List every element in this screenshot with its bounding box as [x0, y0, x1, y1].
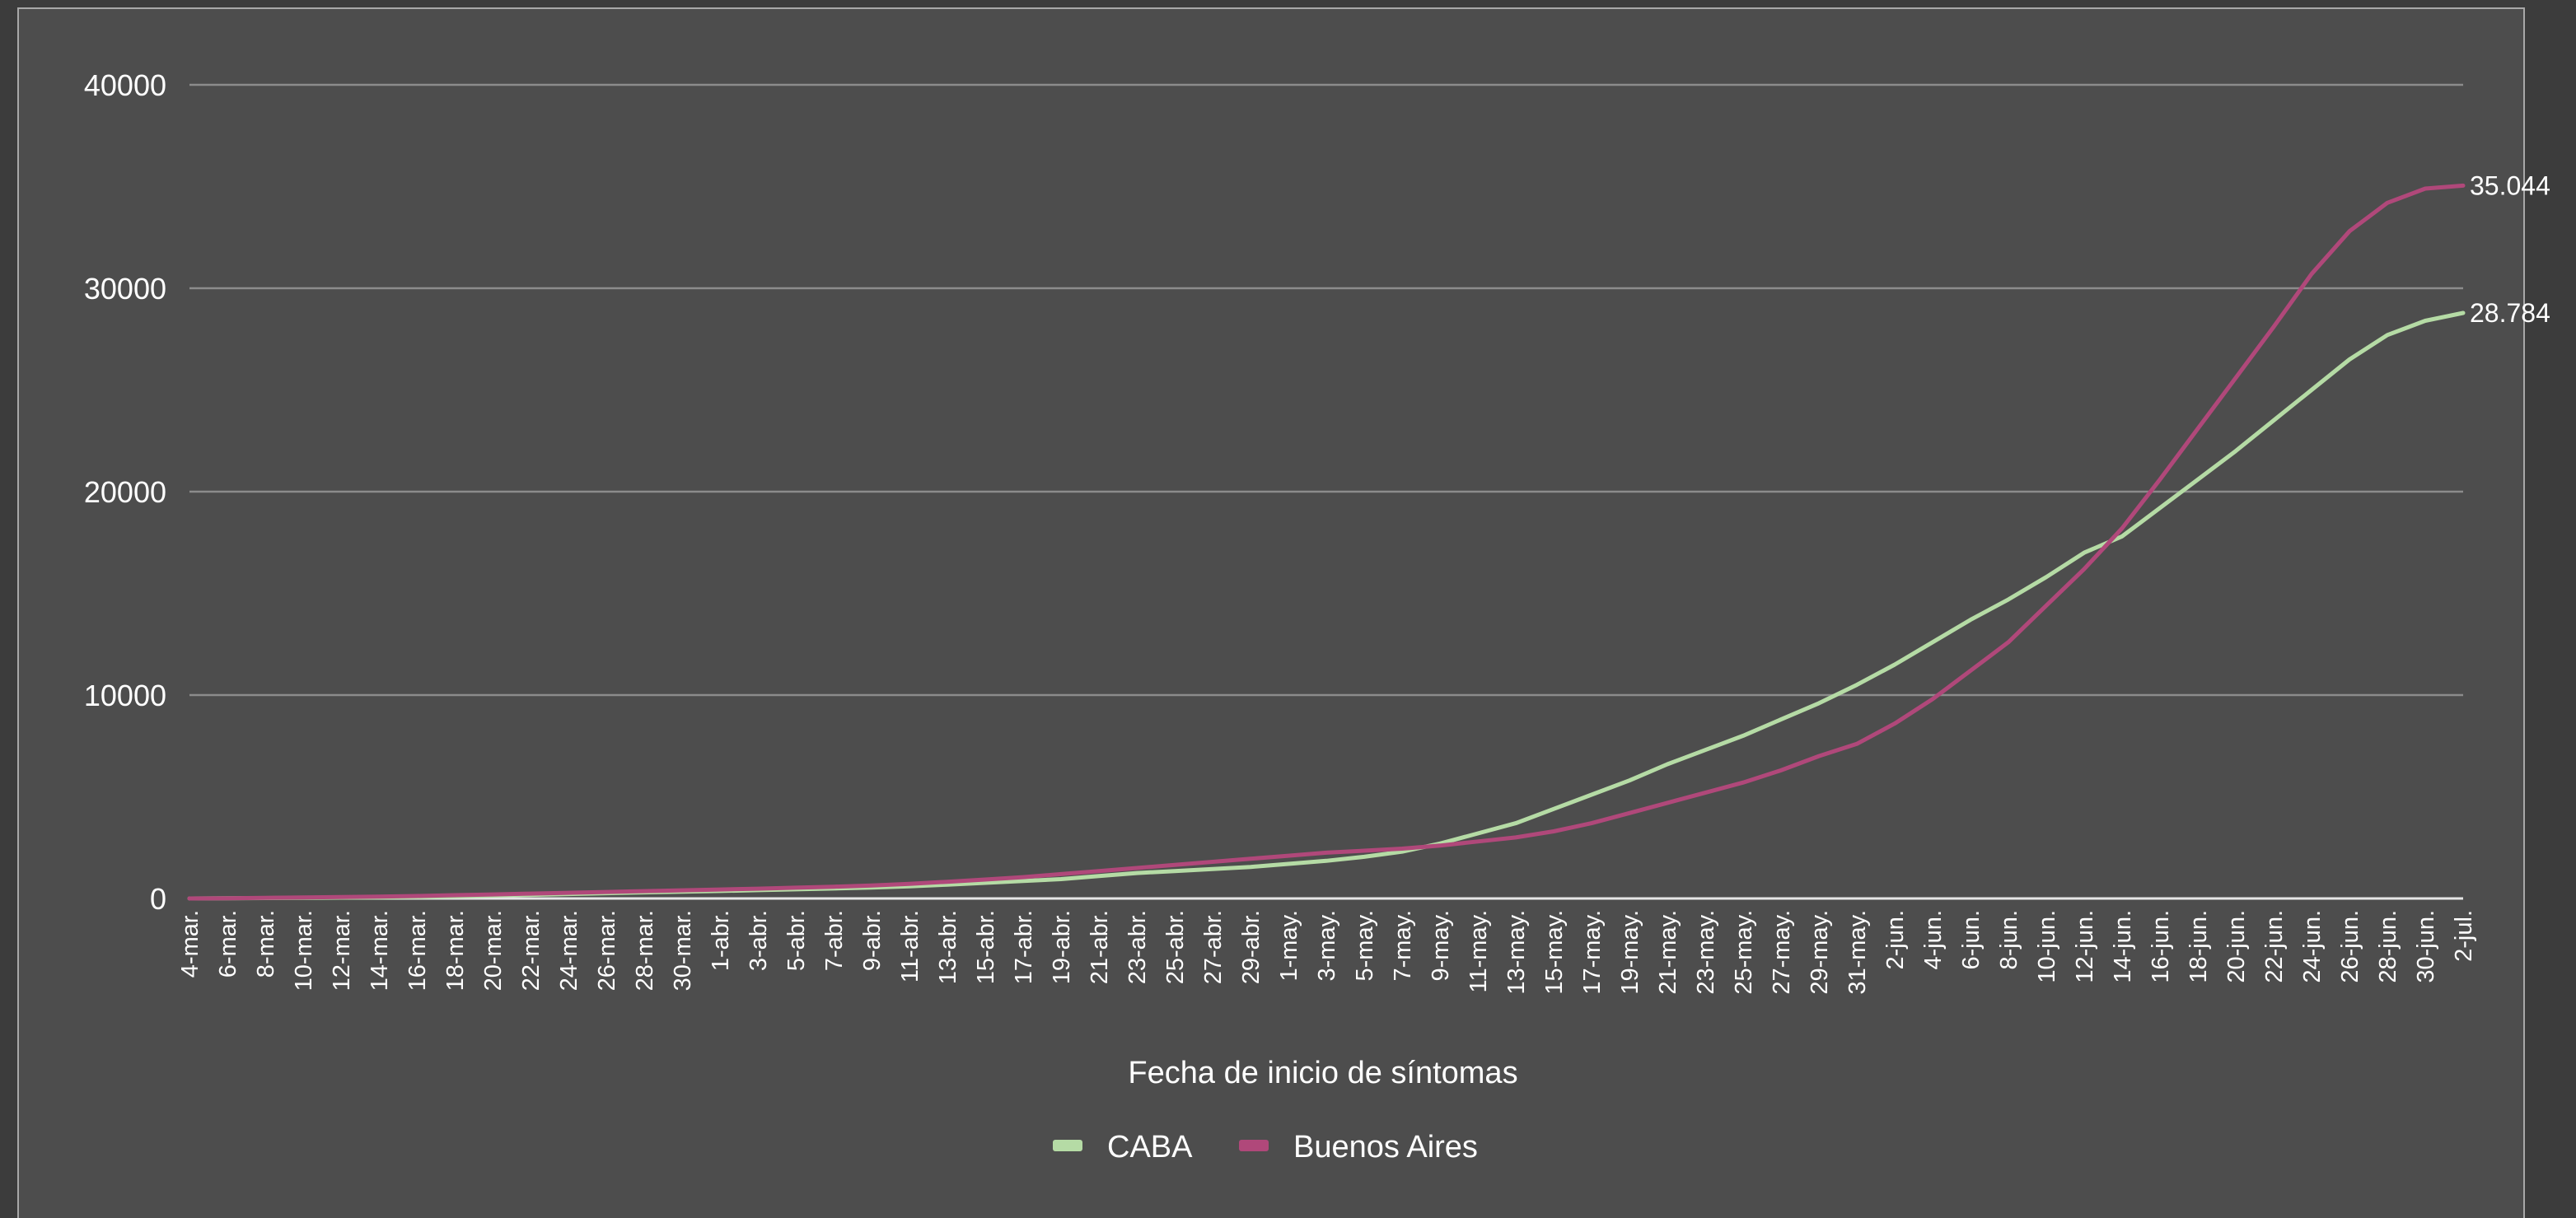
x-tick-label: 31-may.: [1844, 910, 1871, 995]
x-tick-label: 19-abr.: [1049, 910, 1075, 984]
x-tick-label: 15-may.: [1541, 910, 1568, 995]
x-tick-label: 20-mar.: [480, 910, 507, 991]
x-tick-label: 14-jun.: [2110, 910, 2136, 983]
end-value-label: 28.784: [2470, 298, 2550, 328]
x-tick-label: 18-jun.: [2186, 910, 2212, 983]
chart-frame: [17, 7, 2525, 1218]
x-tick-label: 2-jun.: [1882, 910, 1909, 970]
x-tick-label: 17-abr.: [1011, 910, 1037, 984]
legend-label: CABA: [1107, 1130, 1193, 1164]
x-tick-label: 15-abr.: [973, 910, 999, 984]
x-tick-label: 3-abr.: [746, 910, 772, 971]
legend-swatch: [1053, 1140, 1082, 1151]
legend-label: Buenos Aires: [1293, 1130, 1478, 1164]
gridlines: [189, 83, 2463, 900]
x-tick-label: 13-may.: [1503, 910, 1530, 995]
x-tick-label: 8-mar.: [253, 910, 279, 978]
x-tick-label: 26-jun.: [2337, 910, 2363, 983]
y-tick-label: 20000: [84, 475, 166, 509]
series-lines: [187, 183, 2466, 901]
x-tick-label: 6-mar.: [215, 910, 241, 978]
legend-swatch: [1239, 1140, 1269, 1151]
x-tick-label: 21-may.: [1655, 910, 1681, 995]
x-tick-label: 22-mar.: [518, 910, 545, 991]
x-tick-label: 29-may.: [1807, 910, 1833, 995]
x-tick-label: 23-may.: [1693, 910, 1719, 995]
x-tick-label: 25-abr.: [1162, 910, 1189, 984]
x-tick-label: 27-abr.: [1200, 910, 1227, 984]
x-tick-label: 16-mar.: [404, 910, 431, 991]
x-tick-label: 26-mar.: [594, 910, 620, 991]
x-tick-label: 11-abr.: [897, 910, 923, 982]
y-tick-label: 30000: [84, 272, 166, 306]
x-tick-label: 14-mar.: [367, 910, 393, 991]
x-tick-label: 19-may.: [1617, 910, 1643, 995]
x-tick-label: 7-abr.: [821, 910, 848, 971]
x-tick-label: 1-may.: [1276, 910, 1302, 981]
x-tick-label: 22-jun.: [2261, 910, 2288, 983]
x-tick-label: 29-abr.: [1238, 910, 1265, 984]
x-axis-label: Fecha de inicio de síntomas: [1128, 1056, 1517, 1090]
x-tick-label: 24-mar.: [556, 910, 582, 991]
x-tick-label: 16-jun.: [2148, 910, 2174, 983]
x-tick-label: 28-mar.: [632, 910, 658, 991]
x-tick-label: 5-may.: [1352, 910, 1378, 981]
legend: CABA Buenos Aires: [1053, 1130, 1478, 1164]
x-tick-label: 12-mar.: [329, 910, 355, 991]
y-axis-ticks: 0 10000 20000 30000 40000: [84, 68, 166, 916]
end-value-label: 35.044: [2470, 170, 2550, 200]
x-tick-label: 9-abr.: [859, 910, 886, 971]
x-tick-label: 1-abr.: [708, 910, 734, 971]
x-tick-label: 7-may.: [1390, 910, 1416, 981]
x-tick-label: 25-may.: [1731, 910, 1757, 995]
x-tick-label: 28-jun.: [2375, 910, 2401, 983]
x-tick-label: 5-abr.: [783, 910, 810, 971]
x-tick-label: 13-abr.: [935, 910, 961, 984]
x-axis-ticks: 4-mar. 6-mar. 8-mar. 10-mar. 12-mar. 14-mar. 1…: [177, 910, 2477, 995]
x-tick-label: 10-jun.: [2034, 910, 2060, 983]
x-tick-label: 8-jun.: [1996, 910, 2022, 970]
x-tick-label: 17-may.: [1579, 910, 1606, 995]
x-tick-label: 24-jun.: [2299, 910, 2326, 983]
x-tick-label: 4-mar.: [177, 910, 203, 978]
x-tick-label: 6-jun.: [1958, 910, 1985, 970]
x-tick-label: 2-jul.: [2451, 910, 2477, 962]
x-tick-label: 30-mar.: [670, 910, 696, 991]
x-tick-label: 18-mar.: [442, 910, 469, 991]
x-tick-label: 3-may.: [1314, 910, 1340, 981]
x-tick-label: 30-jun.: [2413, 910, 2439, 983]
x-tick-label: 9-may.: [1428, 910, 1454, 981]
x-tick-label: 23-abr.: [1124, 910, 1151, 984]
x-tick-label: 12-jun.: [2072, 910, 2098, 983]
y-tick-label: 10000: [84, 679, 166, 712]
y-tick-label: 0: [150, 882, 166, 916]
x-tick-label: 10-mar.: [291, 910, 317, 991]
x-tick-label: 11-may.: [1466, 910, 1492, 992]
y-tick-label: 40000: [84, 68, 166, 102]
x-tick-label: 27-may.: [1769, 910, 1795, 995]
x-tick-label: 21-abr.: [1087, 910, 1113, 984]
end-labels: 28.784 35.044: [2470, 170, 2550, 328]
x-tick-label: 4-jun.: [1920, 910, 1947, 970]
x-tick-label: 20-jun.: [2223, 910, 2250, 983]
